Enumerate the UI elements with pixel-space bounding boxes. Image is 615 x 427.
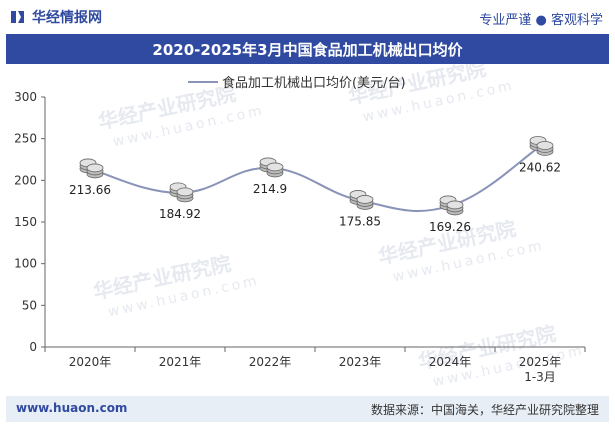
y-tick-label: 100 — [14, 257, 37, 271]
x-tick-label: 2021年 — [159, 355, 202, 369]
legend: 食品加工机械出口均价(美元/台) — [188, 75, 406, 91]
data-point[interactable] — [259, 157, 284, 178]
data-point[interactable] — [169, 182, 194, 203]
x-tick-label: 2024年 — [429, 355, 472, 369]
x-tick-label: 2022年 — [249, 355, 292, 369]
footer: www.huaon.com 数据来源：中国海关，华经产业研究院整理 — [6, 396, 609, 422]
data-point[interactable] — [79, 158, 104, 179]
data-label: 175.85 — [339, 214, 381, 228]
y-tick-label: 150 — [14, 215, 37, 229]
series-line — [89, 145, 541, 212]
x-tick-label: 2020年 — [69, 355, 112, 369]
y-tick-label: 0 — [29, 340, 37, 354]
data-point[interactable] — [349, 190, 374, 210]
data-labels: 213.66 184.92 214.9 175.85 169.26 240.62 — [69, 160, 561, 233]
data-label: 240.62 — [519, 160, 561, 174]
brand-logo-icon — [11, 11, 24, 23]
legend-label: 食品加工机械出口均价(美元/台) — [222, 75, 406, 91]
data-label: 184.92 — [159, 207, 201, 221]
series — [89, 145, 541, 212]
y-tick-label: 50 — [22, 298, 37, 312]
x-tick-label: 2025年 1-3月 — [519, 355, 562, 384]
data-label: 213.66 — [69, 183, 111, 197]
brand[interactable]: 华经情报网 — [10, 7, 102, 27]
data-label: 214.9 — [253, 182, 287, 196]
top-bar: 华经情报网 专业严谨 ● 客观科学 — [0, 0, 615, 34]
chart-title: 2020-2025年3月中国食品加工机械出口均价 — [152, 40, 463, 59]
y-tick-label: 300 — [14, 90, 37, 104]
axes: 0 50 100 150 200 250 300 2020年 2021年 2022年 2023年 20… — [14, 90, 586, 384]
x-tick-label: 2023年 — [339, 355, 382, 369]
title-bar: 2020-2025年3月中国食品加工机械出口均价 — [6, 34, 609, 64]
data-label: 169.26 — [429, 220, 471, 234]
y-tick-label: 250 — [14, 132, 37, 146]
tagline: 专业严谨 ● 客观科学 — [479, 13, 603, 28]
footer-source: 数据来源：中国海关，华经产业研究院整理 — [370, 403, 599, 417]
points — [79, 136, 554, 216]
y-tick-label: 200 — [14, 173, 37, 187]
data-point[interactable] — [439, 195, 464, 216]
data-point[interactable] — [529, 136, 554, 156]
footer-url[interactable]: www.huaon.com — [16, 401, 128, 415]
brand-name: 华经情报网 — [32, 10, 102, 26]
